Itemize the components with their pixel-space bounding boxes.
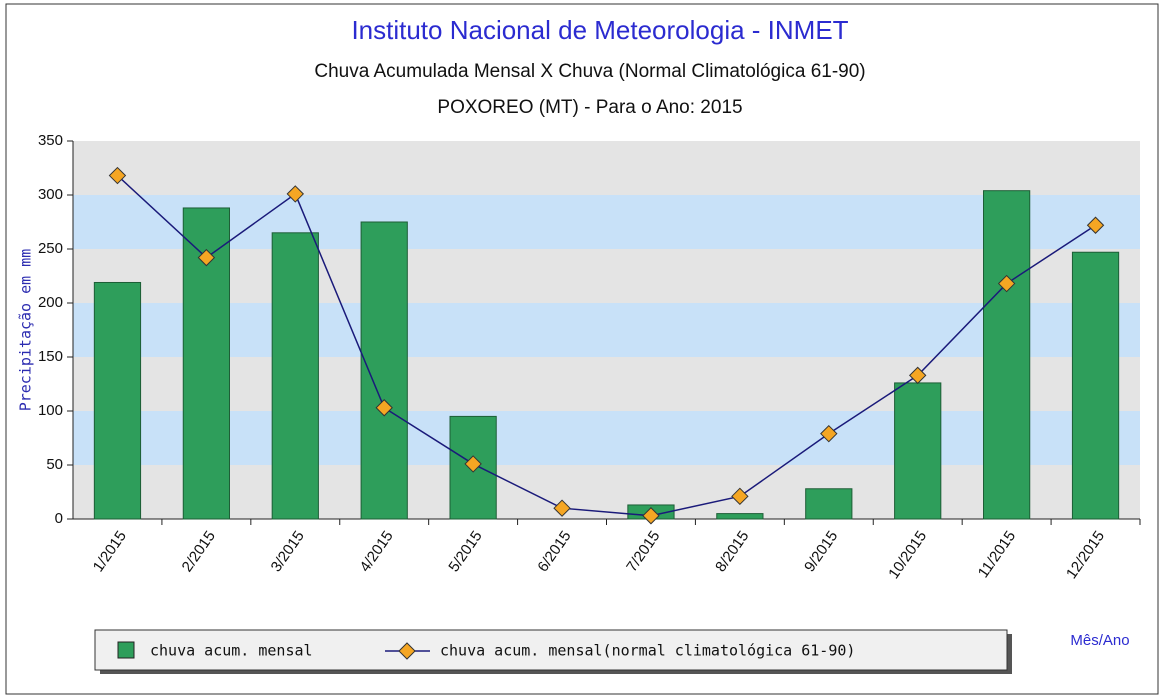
- y-tick-label: 300: [38, 186, 63, 203]
- marker: [642, 507, 660, 525]
- y-tick-label: 50: [46, 456, 63, 473]
- marker: [286, 185, 304, 203]
- bar: [716, 513, 764, 520]
- plot-band: [73, 195, 1140, 249]
- x-axis-label: Mês/Ano: [1070, 632, 1129, 649]
- plot-band: [73, 141, 1140, 195]
- marker: [820, 424, 838, 443]
- legend-marker: [398, 642, 416, 660]
- marker: [553, 499, 571, 517]
- marker: [464, 455, 482, 473]
- bar: [1071, 251, 1120, 520]
- plot-band: [73, 411, 1140, 465]
- marker: [1086, 216, 1105, 234]
- bar: [182, 207, 230, 520]
- marker: [909, 366, 927, 385]
- bar: [894, 382, 942, 520]
- marker: [197, 248, 216, 267]
- bar: [805, 488, 853, 520]
- chart-subtitle: Chuva Acumulada Mensal X Chuva (Normal C…: [314, 61, 865, 82]
- y-axis-label: Precipitação em mm: [17, 249, 35, 412]
- y-tick-label: 0: [55, 510, 63, 527]
- plot-band: [73, 357, 1140, 411]
- chart-title: Instituto Nacional de Meteorologia - INM…: [351, 15, 848, 45]
- legend-swatch: [117, 641, 135, 659]
- bar: [983, 190, 1031, 520]
- plot-band: [73, 249, 1140, 303]
- bar: [271, 232, 319, 520]
- line: [116, 175, 1096, 517]
- y-tick-label: 200: [38, 294, 63, 311]
- legend-label: chuva acum. mensal: [150, 642, 313, 660]
- y-tick-label: 150: [38, 348, 63, 365]
- marker: [997, 274, 1016, 293]
- bar: [93, 281, 142, 520]
- marker: [108, 166, 127, 185]
- plot-band: [73, 465, 1140, 519]
- y-tick-label: 100: [38, 402, 63, 419]
- marker: [731, 487, 749, 506]
- y-tick-label: 250: [38, 240, 63, 257]
- y-tick-label: 350: [38, 132, 63, 149]
- marker: [375, 399, 393, 417]
- legend-label: chuva acum. mensal(normal climatológica …: [440, 642, 855, 660]
- legend: [94, 629, 1008, 671]
- chart-subtitle: POXOREO (MT) - Para o Ano: 2015: [437, 97, 742, 118]
